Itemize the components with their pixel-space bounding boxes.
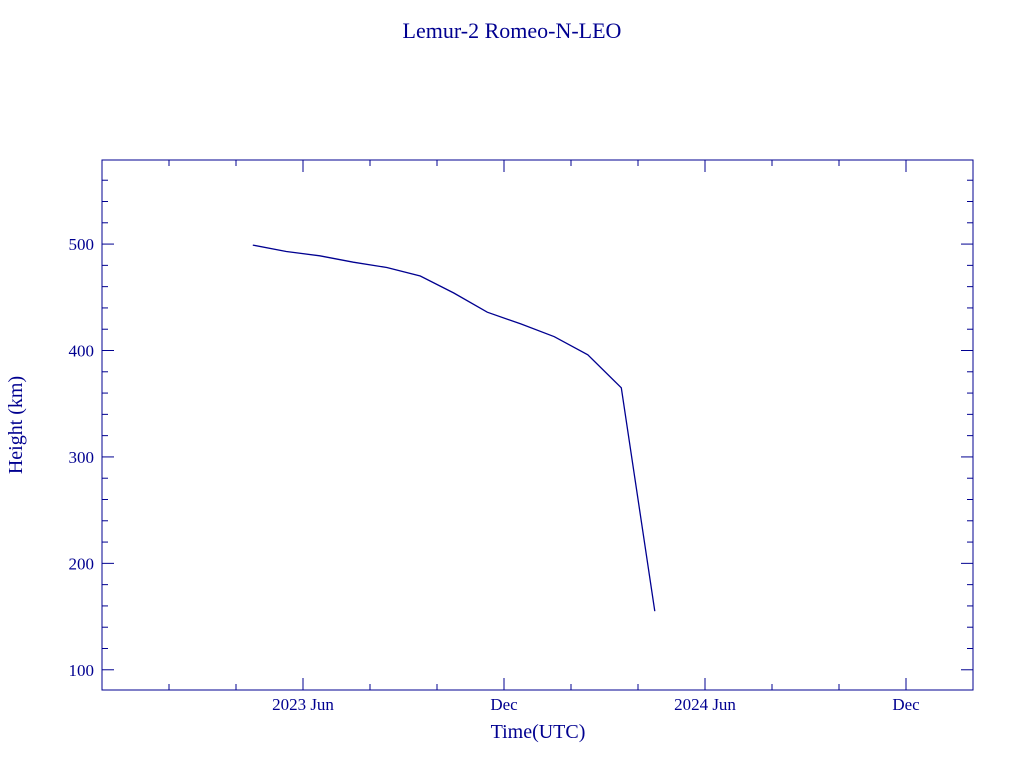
- y-tick-label: 100: [69, 661, 95, 680]
- y-tick-label: 400: [69, 342, 95, 361]
- y-tick-label: 200: [69, 554, 95, 573]
- plot-frame: [101, 159, 974, 691]
- y-axis-label: Height (km): [5, 376, 27, 474]
- x-tick-label: 2023 Jun: [272, 695, 334, 714]
- y-tick-label: 500: [69, 235, 95, 254]
- x-axis-label: Time(UTC): [491, 721, 586, 743]
- y-tick-label: 300: [69, 448, 95, 467]
- chart-title: Lemur-2 Romeo-N-LEO: [403, 18, 622, 43]
- x-tick-label: Dec: [892, 695, 920, 714]
- x-tick-label: Dec: [490, 695, 518, 714]
- x-tick-label: 2024 Jun: [674, 695, 736, 714]
- data-line: [252, 244, 656, 612]
